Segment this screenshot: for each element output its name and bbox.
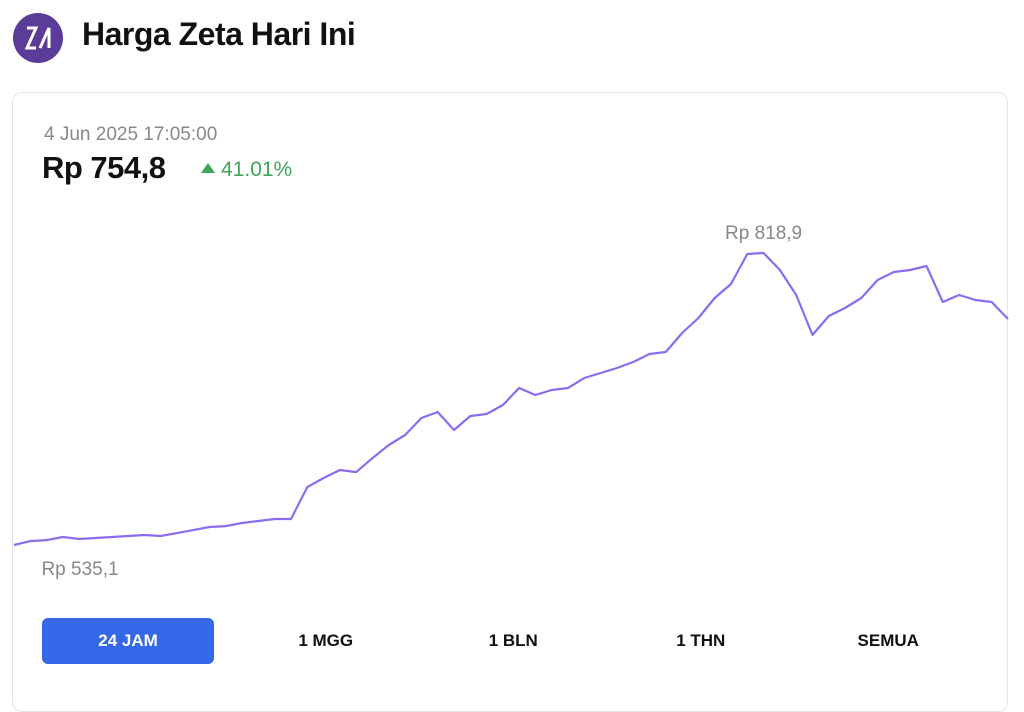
- range-tab[interactable]: 1 MGG: [298, 631, 354, 650]
- range-tab[interactable]: 1 BLN: [488, 631, 538, 650]
- page-title: Harga Zeta Hari Ini: [82, 16, 356, 52]
- price-annotation: Rp 535,1: [41, 559, 118, 580]
- range-tab[interactable]: 24 JAM: [42, 618, 214, 664]
- logo: [13, 13, 63, 63]
- price-annotation: Rp 818,9: [725, 223, 802, 244]
- range-tab[interactable]: SEMUA: [857, 631, 919, 650]
- price-change: 41.01%: [201, 158, 292, 182]
- range-tab[interactable]: 1 THN: [676, 631, 726, 650]
- price: Rp 754,8: [42, 150, 166, 185]
- price-line: [13, 251, 1009, 547]
- range-tabs: 24 JAM 1 MGG 1 BLN 1 THN SEMUA: [42, 618, 982, 664]
- timestamp: 4 Jun 2025 17:05:00: [44, 124, 218, 145]
